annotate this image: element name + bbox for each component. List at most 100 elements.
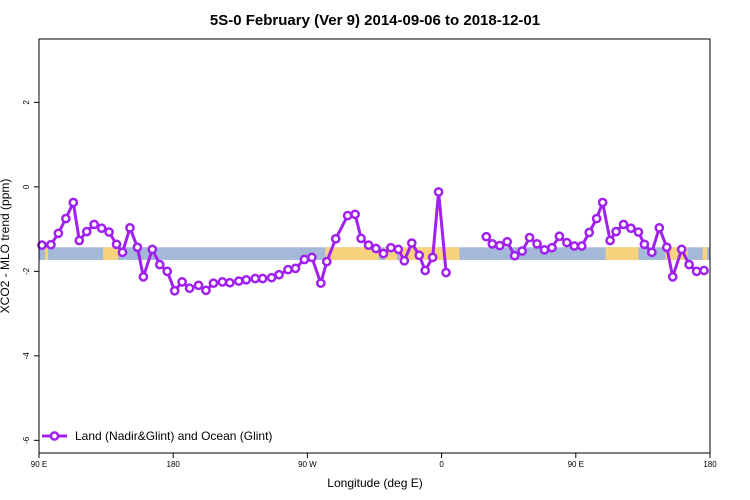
x-tick-label: 90 E	[568, 460, 584, 469]
data-point	[184, 283, 195, 294]
data-point	[597, 197, 608, 208]
x-tick-label: 90 W	[298, 460, 317, 469]
data-point	[60, 213, 71, 224]
data-point	[330, 233, 341, 244]
data-point	[74, 235, 85, 246]
y-tick-label: -2	[22, 267, 31, 275]
data-point	[53, 228, 64, 239]
data-point	[266, 272, 277, 283]
data-point	[441, 267, 451, 278]
data-point	[162, 266, 173, 277]
data-point	[547, 242, 557, 253]
data-point	[81, 226, 92, 237]
x-axis: 90 E 180 90 W 0 90 E 180	[31, 453, 717, 469]
data-point	[241, 274, 252, 285]
data-point	[147, 244, 158, 255]
data-point	[350, 209, 360, 220]
series-layer	[37, 187, 709, 296]
data-point	[37, 240, 47, 251]
data-point	[481, 231, 492, 242]
x-tick-label: 180	[167, 460, 181, 469]
data-point	[201, 285, 211, 296]
data-point	[399, 255, 410, 266]
data-point	[611, 226, 621, 237]
data-point	[414, 250, 425, 261]
y-axis-label: XCO2 - MLO trend (ppm)	[0, 179, 12, 314]
legend-marker-swatch	[49, 431, 60, 441]
data-point	[633, 227, 644, 237]
land-segment	[103, 247, 119, 260]
data-point	[342, 210, 353, 221]
data-point	[378, 248, 389, 259]
data-point	[117, 247, 128, 258]
data-point	[502, 236, 513, 247]
data-point	[524, 232, 535, 243]
data-point	[89, 219, 100, 230]
data-point	[68, 197, 79, 208]
data-point	[494, 240, 505, 251]
data-point	[274, 269, 284, 280]
x-tick-label: 90 E	[31, 460, 47, 469]
data-point	[132, 242, 143, 253]
data-point	[46, 239, 56, 250]
data-point	[393, 244, 404, 255]
data-point	[250, 273, 261, 284]
data-point	[427, 252, 438, 263]
land-segment	[325, 247, 379, 260]
x-tick-label: 0	[439, 460, 444, 469]
data-point	[420, 265, 431, 276]
data-point	[217, 277, 228, 287]
data-point	[290, 263, 301, 274]
data-point	[684, 259, 694, 270]
data-point	[509, 250, 520, 261]
land-segment	[702, 247, 708, 260]
data-point	[618, 219, 629, 230]
legend-label: Land (Nadir&Glint) and Ocean (Glint)	[75, 429, 272, 443]
data-point	[569, 241, 580, 251]
x-axis-label: Longitude (deg E)	[327, 476, 422, 490]
data-point	[125, 222, 135, 233]
data-point	[208, 278, 219, 289]
data-point	[283, 264, 293, 275]
series-line	[485, 201, 705, 279]
data-point	[433, 187, 444, 197]
y-axis: 2 0 -2 -4 -6	[22, 100, 39, 444]
data-point	[605, 235, 615, 246]
y-tick-label: 2	[22, 100, 31, 105]
data-point	[676, 244, 687, 255]
data-point	[307, 252, 317, 263]
data-point	[699, 265, 709, 276]
data-point	[584, 227, 595, 238]
x-tick-label: 180	[703, 460, 717, 469]
chart-title: 5S-0 February (Ver 9) 2014-09-06 to 2018…	[210, 12, 540, 29]
data-point	[691, 266, 702, 277]
data-point	[654, 222, 665, 233]
data-point	[315, 278, 326, 289]
data-point	[406, 238, 417, 248]
data-point	[177, 277, 187, 287]
y-tick-label: -6	[22, 436, 31, 444]
land-segment	[605, 247, 639, 260]
data-point	[193, 280, 204, 291]
data-point	[667, 271, 678, 282]
data-point	[386, 242, 396, 253]
data-point	[104, 227, 114, 237]
legend: Land (Nadir&Glint) and Ocean (Glint)	[42, 429, 272, 443]
data-point	[154, 259, 165, 270]
y-tick-label: 0	[22, 184, 31, 189]
land-segment	[384, 247, 397, 260]
data-point	[257, 273, 268, 284]
data-point	[487, 239, 498, 249]
data-point	[539, 244, 550, 255]
y-tick-label: -4	[22, 352, 31, 360]
data-point	[169, 285, 180, 296]
data-point	[111, 239, 122, 250]
data-point	[321, 256, 332, 267]
data-point	[225, 277, 235, 288]
data-point	[576, 241, 587, 251]
data-point	[661, 242, 672, 253]
data-point	[371, 243, 381, 254]
data-point	[639, 239, 650, 250]
data-point	[233, 276, 244, 286]
